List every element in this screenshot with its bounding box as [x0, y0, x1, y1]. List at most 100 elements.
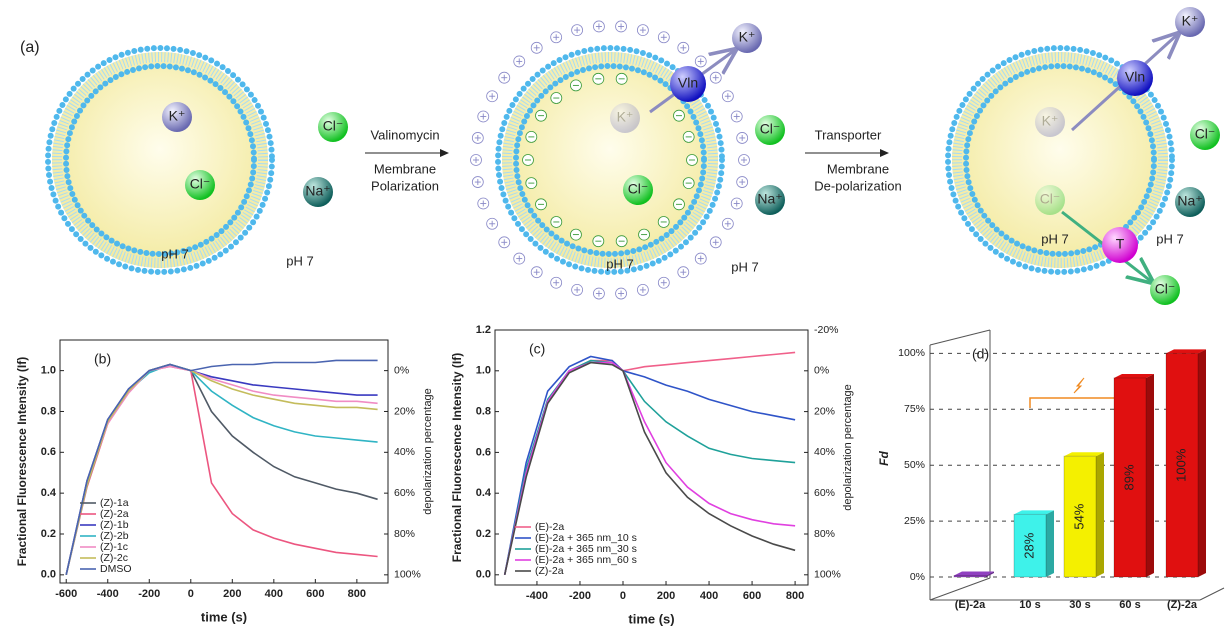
ion-label: Na⁺	[305, 183, 330, 199]
y-tick-label: 50%	[904, 459, 925, 471]
bar-side	[986, 571, 994, 577]
ion: Cl⁻	[185, 170, 215, 200]
bar-side	[1046, 510, 1054, 577]
ion-sphere	[162, 102, 192, 132]
ion-label: Cl⁻	[1195, 126, 1216, 142]
x-axis-title: time (s)	[201, 609, 247, 624]
bar-top	[954, 571, 994, 576]
step-effect: Polarization	[371, 178, 439, 193]
legend-label: (Z)-1c	[100, 541, 128, 553]
vesicle-lumen	[502, 52, 718, 268]
y2-tick-label: 0%	[814, 365, 829, 377]
bar-top	[1114, 374, 1154, 379]
ion-label: Cl⁻	[1155, 281, 1176, 297]
legend-label: (Z)-2a	[100, 508, 129, 520]
y-tick-label: 0.6	[41, 446, 56, 458]
y2-tick-label: 60%	[814, 487, 835, 499]
y2-tick-label: 40%	[814, 446, 835, 458]
lipid-tails	[502, 52, 718, 268]
ion-sphere	[1175, 7, 1205, 37]
plot-frame	[59, 339, 389, 584]
y-axis-title: Fractional Fluorescence Intensity (If)	[15, 357, 29, 566]
ion-label: K⁺	[739, 29, 756, 45]
y-tick-label: 0.0	[41, 569, 56, 581]
ion-sphere	[1150, 275, 1180, 305]
y2-axis-title: depolarization percentage	[422, 388, 434, 515]
ion-label: Cl⁻	[628, 181, 649, 197]
y2-tick-label: 80%	[814, 528, 835, 540]
value-label: 89%	[1121, 464, 1136, 490]
value-label: 28%	[1021, 532, 1036, 558]
bar-side-shade	[1046, 510, 1054, 577]
bar	[1063, 455, 1097, 578]
step-reagent: Valinomycin	[370, 127, 439, 142]
bar	[1165, 352, 1199, 578]
ion-label: K⁺	[617, 109, 634, 125]
ion: Vln	[1117, 60, 1153, 96]
bar	[953, 575, 987, 578]
y-tick-label: 75%	[904, 403, 925, 415]
x-tick-label: -400	[97, 588, 119, 600]
ph-label: pH 7	[1156, 231, 1183, 246]
step-effect: Membrane	[827, 161, 889, 176]
panel-label: (b)	[94, 351, 111, 367]
ion: K⁺	[610, 103, 640, 133]
bar-side-shade	[1146, 374, 1154, 577]
x-tick-label: 0	[620, 590, 626, 602]
y-tick-label: 0.6	[476, 446, 491, 458]
plot-frame	[494, 329, 809, 586]
legend-label: (Z)-2c	[100, 552, 128, 564]
y-tick-label: 0%	[910, 571, 925, 583]
lipid-heads-outer	[495, 45, 725, 275]
y2-tick-label: 60%	[394, 487, 415, 499]
legend-label: (Z)-2a	[535, 565, 564, 577]
ion: K⁺	[732, 23, 762, 53]
ph-label: pH 7	[161, 246, 188, 261]
ion: T	[1102, 227, 1138, 263]
bar	[1013, 513, 1047, 578]
bar-side-shade	[1198, 349, 1206, 577]
legend-label: (Z)-1a	[100, 497, 129, 509]
lipid-heads-inner	[63, 63, 257, 257]
bar-top	[1014, 510, 1054, 515]
ion: Na⁺	[1175, 187, 1205, 217]
series-line	[503, 361, 796, 575]
ph-label: pH 7	[286, 253, 313, 268]
x-tick-label: 400	[265, 588, 283, 600]
legend-label: DMSO	[100, 563, 132, 575]
y-tick-label: 0.8	[476, 406, 491, 418]
x-axis-title: time (s)	[628, 611, 674, 626]
lipid-tails	[952, 52, 1168, 268]
ion: Na⁺	[755, 185, 785, 215]
bar-top	[1064, 452, 1104, 457]
x-tick-label: 0	[188, 588, 194, 600]
panel-label: (c)	[529, 341, 545, 357]
legend-label: (E)-2a + 365 nm_10 s	[535, 532, 637, 544]
panel-label: (a)	[20, 39, 40, 56]
ion-sphere	[755, 185, 785, 215]
ion: Cl⁻	[318, 112, 348, 142]
ion: Cl⁻	[1150, 275, 1180, 305]
x-tick-label: 800	[348, 588, 366, 600]
y2-tick-label: 0%	[394, 364, 409, 376]
ion-sphere	[732, 23, 762, 53]
y2-tick-label: 40%	[394, 446, 415, 458]
y-tick-label: 25%	[904, 515, 925, 527]
diagram: (a) Valinomycin Membrane Polarization Tr…	[20, 7, 1220, 305]
step-effect: Membrane	[374, 161, 436, 176]
x-tick-label: -400	[526, 590, 548, 602]
step-reagent: Transporter	[815, 127, 882, 142]
series-line	[503, 355, 796, 575]
ion-label: Vln	[678, 75, 698, 91]
legend-label: (Z)-2b	[100, 530, 129, 542]
vesicle-lumen	[52, 52, 268, 268]
ion: Vln	[670, 66, 706, 102]
ion-label: K⁺	[1042, 113, 1059, 129]
bar-side-shade	[986, 571, 994, 577]
y-tick-label: 100%	[898, 347, 925, 359]
x-tick-label: (E)-2a	[955, 599, 986, 611]
series-line	[65, 365, 378, 575]
ion-sphere	[318, 112, 348, 142]
bar-side-shade	[1096, 452, 1104, 577]
y2-tick-label: 100%	[814, 569, 841, 581]
